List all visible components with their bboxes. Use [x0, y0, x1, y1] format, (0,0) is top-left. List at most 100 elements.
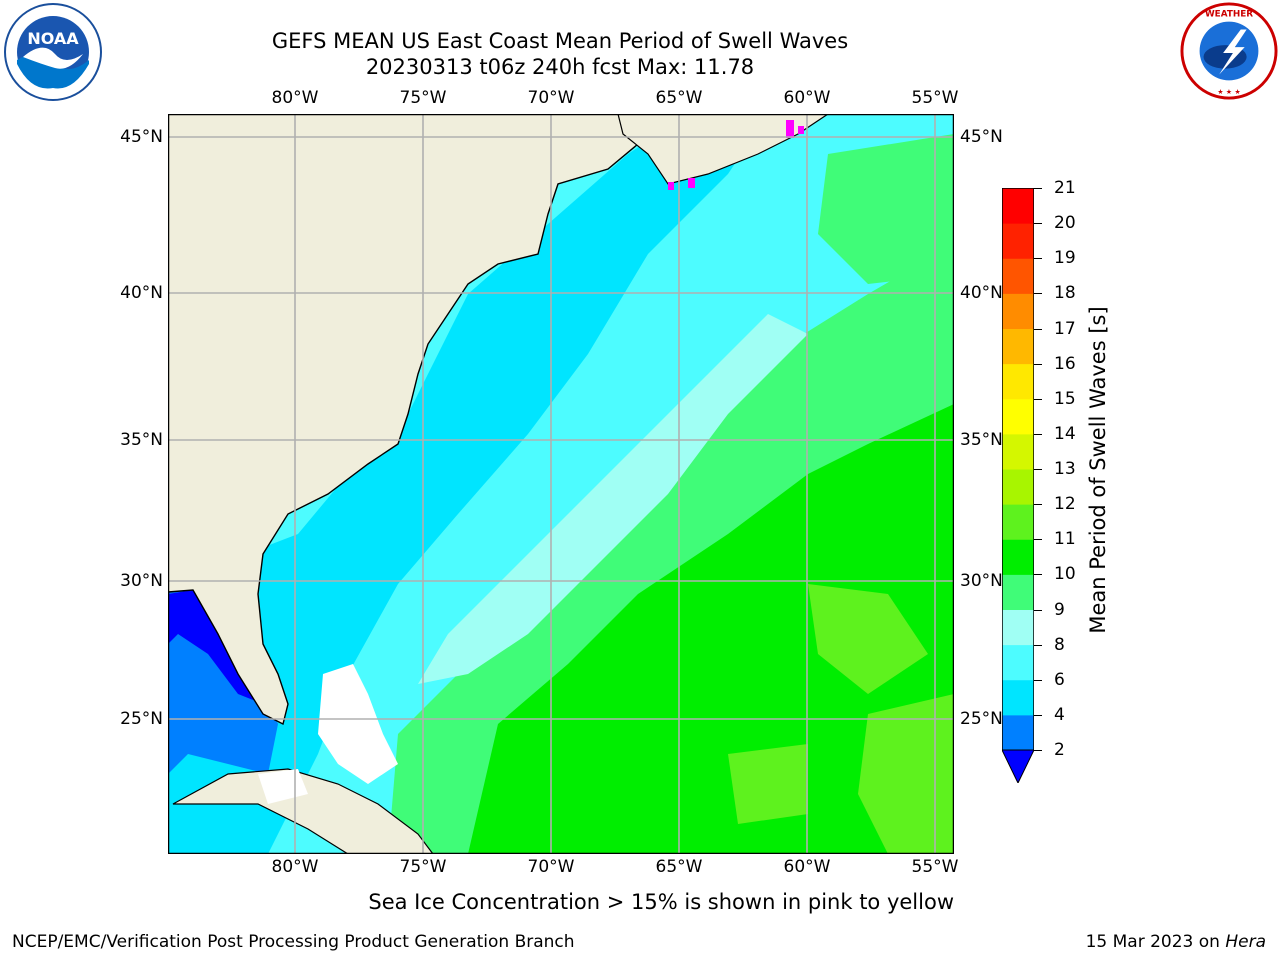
- footer-date-text: 15 Mar 2023 on: [1085, 932, 1226, 952]
- colorbar-tick-label: 10: [1054, 564, 1076, 585]
- swell-period-map: [168, 114, 954, 854]
- colorbar-tick-mark: [1034, 328, 1042, 330]
- footer-credit: NCEP/EMC/Verification Post Processing Pr…: [12, 932, 575, 952]
- canada-maritimes-landmass: [617, 114, 830, 185]
- swell-region-11-12-b: [858, 694, 954, 854]
- colorbar-segment: [1002, 188, 1034, 224]
- colorbar-tick-label: 11: [1054, 529, 1076, 550]
- colorbar-under-arrow: [1002, 749, 1034, 783]
- colorbar-tick-label: 19: [1054, 248, 1076, 269]
- colorbar-segment: [1002, 469, 1034, 505]
- nws-logo-icon: WEATHER ★ ★ ★: [1180, 2, 1278, 100]
- lon-label-top: 75°W: [399, 88, 447, 108]
- swell-region-10-11: [468, 404, 954, 854]
- colorbar-tick-label: 13: [1054, 459, 1076, 479]
- colorbar-segment: [1002, 574, 1034, 610]
- lat-label-right: 25°N: [960, 709, 1003, 729]
- swell-region-11-12-c: [728, 744, 808, 824]
- sea-ice-cell: [688, 178, 695, 188]
- colorbar-tick-label: 20: [1054, 213, 1076, 234]
- colorbar-tick-label: 18: [1054, 283, 1076, 304]
- lon-label-bottom: 60°W: [783, 857, 831, 877]
- colorbar-tick-mark: [1034, 714, 1042, 716]
- swell-region-9-10-north: [818, 134, 954, 284]
- lon-label-bottom: 70°W: [527, 857, 575, 877]
- lon-label-top: 55°W: [911, 88, 959, 108]
- colorbar-segment: [1002, 223, 1034, 259]
- lat-label-left: 35°N: [120, 430, 163, 450]
- lon-label-bottom: 80°W: [271, 857, 319, 877]
- colorbar-segment: [1002, 504, 1034, 540]
- sea-ice-cell: [798, 126, 804, 134]
- colorbar-segment: [1002, 433, 1034, 470]
- lon-label-bottom: 75°W: [399, 857, 447, 877]
- svg-text:WEATHER: WEATHER: [1205, 10, 1253, 20]
- lat-label-right: 35°N: [960, 430, 1003, 450]
- colorbar-tick-mark: [1034, 644, 1042, 646]
- colorbar-tick-mark: [1034, 469, 1042, 470]
- colorbar-segment: [1002, 609, 1034, 646]
- colorbar-tick-mark: [1034, 363, 1042, 365]
- svg-text:★ ★ ★: ★ ★ ★: [1217, 88, 1240, 96]
- colorbar-tick-label: 8: [1054, 634, 1065, 655]
- colorbar-label: Mean Period of Swell Waves [s]: [1086, 306, 1110, 634]
- lon-label-bottom: 65°W: [655, 857, 703, 877]
- colorbar-segment: [1002, 644, 1034, 681]
- colorbar-tick-label: 6: [1054, 669, 1065, 690]
- lon-label-bottom: 55°W: [911, 857, 959, 877]
- noaa-logo-icon: NOAA: [4, 3, 102, 101]
- swell-region-8-9: [418, 314, 808, 684]
- lon-label-top: 70°W: [527, 88, 575, 108]
- lat-label-right: 30°N: [960, 571, 1003, 591]
- colorbar-tick-label: 4: [1054, 704, 1065, 725]
- colorbar: [1002, 188, 1034, 783]
- colorbar-tick-label: 16: [1054, 353, 1076, 374]
- map-title: GEFS MEAN US East Coast Mean Period of S…: [271, 29, 849, 53]
- colorbar-tick-label: 12: [1054, 494, 1076, 515]
- colorbar-tick-mark: [1034, 188, 1042, 189]
- colorbar-tick-mark: [1034, 433, 1042, 435]
- colorbar-segment: [1002, 258, 1034, 294]
- lat-label-left: 45°N: [120, 127, 163, 147]
- colorbar-segment: [1002, 539, 1034, 575]
- colorbar-segment: [1002, 398, 1034, 435]
- svg-text:NOAA: NOAA: [27, 29, 79, 48]
- lon-label-top: 80°W: [271, 88, 319, 108]
- sea-ice-cell: [786, 120, 794, 138]
- colorbar-tick-label: 17: [1054, 318, 1076, 339]
- lat-label-left: 40°N: [120, 283, 163, 303]
- colorbar-segment: [1002, 328, 1034, 365]
- lat-label-right: 45°N: [960, 127, 1003, 147]
- colorbar-tick-mark: [1034, 539, 1042, 541]
- colorbar-tick-mark: [1034, 679, 1042, 681]
- colorbar-segment: [1002, 679, 1034, 716]
- cuba-landmass: [172, 768, 434, 854]
- footer-host: Hera: [1225, 932, 1266, 952]
- colorbar-tick-mark: [1034, 750, 1042, 751]
- colorbar-tick-mark: [1034, 609, 1042, 611]
- colorbar-tick-mark: [1034, 398, 1042, 400]
- colorbar-tick-mark: [1034, 574, 1042, 576]
- colorbar-tick-mark: [1034, 223, 1042, 225]
- colorbar-segment: [1002, 363, 1034, 400]
- lat-label-right: 40°N: [960, 283, 1003, 303]
- colorbar-tick-label: 15: [1054, 388, 1076, 409]
- lon-label-top: 65°W: [655, 88, 703, 108]
- colorbar-tick-label: 14: [1054, 423, 1076, 444]
- lat-label-left: 30°N: [120, 571, 163, 591]
- sea-ice-caption: Sea Ice Concentration > 15% is shown in …: [368, 890, 954, 914]
- footer-date: 15 Mar 2023 on Hera: [1086, 932, 1266, 952]
- colorbar-segment: [1002, 293, 1034, 329]
- graticule: [168, 114, 954, 854]
- lon-label-top: 60°W: [783, 88, 831, 108]
- swell-region-4-6: [168, 114, 768, 854]
- bahamas-shoals: [318, 664, 398, 784]
- colorbar-tick-mark: [1034, 293, 1042, 295]
- colorbar-segment: [1002, 714, 1034, 751]
- swell-region-11-12-a: [808, 584, 928, 694]
- map-subtitle: 20230313 t06z 240h fcst Max: 11.78: [365, 55, 755, 79]
- sea-ice-cell: [668, 182, 674, 190]
- colorbar-tick-mark: [1034, 504, 1042, 506]
- colorbar-tick-label: 9: [1054, 599, 1065, 620]
- colorbar-tick-label: 2: [1054, 740, 1065, 760]
